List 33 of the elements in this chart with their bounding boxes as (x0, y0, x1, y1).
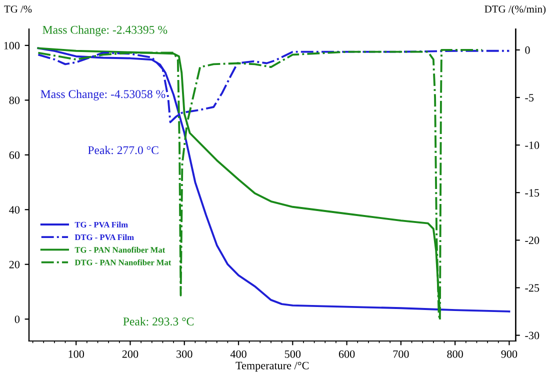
y-tick-label: 100 (4, 42, 20, 50)
y2-tick-label: -5 (525, 94, 534, 102)
y-tick-label: 60 (9, 151, 20, 159)
y2-axis-title: DTG /(%/min) (484, 5, 546, 15)
y2-tick-label: -15 (525, 189, 540, 197)
annotation: Peak: 293.3 °C (123, 317, 194, 326)
x-tick-label: 300 (176, 350, 192, 358)
y-axis-title: TG /% (4, 6, 32, 13)
y2-tick-label: -10 (525, 142, 540, 150)
annotation: Peak: 277.0 °C (88, 146, 158, 154)
y2-tick-label: -20 (525, 236, 540, 244)
annotation: Mass Change: -2.43395 % (42, 26, 168, 36)
legend-label: DTG - PAN Nanofiber Mat (74, 259, 172, 266)
y2-tick-label: -30 (525, 332, 540, 340)
x-tick-label: 200 (122, 350, 138, 358)
x-tick-label: 400 (230, 350, 246, 358)
x-tick-label: 600 (338, 350, 355, 358)
x-tick-label: 700 (393, 350, 409, 358)
y-tick-label: 20 (9, 260, 20, 268)
annotation: Mass Change: -4.53058 % (40, 90, 166, 101)
y-tick-label: 0 (14, 316, 20, 324)
legend-label: TG - PAN Nanofiber Mat (74, 246, 166, 253)
x-tick-label: 900 (501, 350, 518, 358)
y-tick-label: 40 (9, 206, 20, 214)
x-tick-label: 500 (284, 350, 301, 358)
y-tick-label: 80 (9, 96, 20, 104)
y2-tick-label: -25 (525, 284, 540, 292)
legend-label: DTG - PVA Film (74, 234, 134, 240)
x-axis-title: Temperature /°C (236, 362, 309, 372)
legend-label: TG - PVA Film (74, 222, 128, 228)
y2-tick-label: 0 (525, 46, 530, 54)
x-tick-label: 100 (68, 350, 84, 358)
x-tick-label: 800 (447, 350, 463, 358)
